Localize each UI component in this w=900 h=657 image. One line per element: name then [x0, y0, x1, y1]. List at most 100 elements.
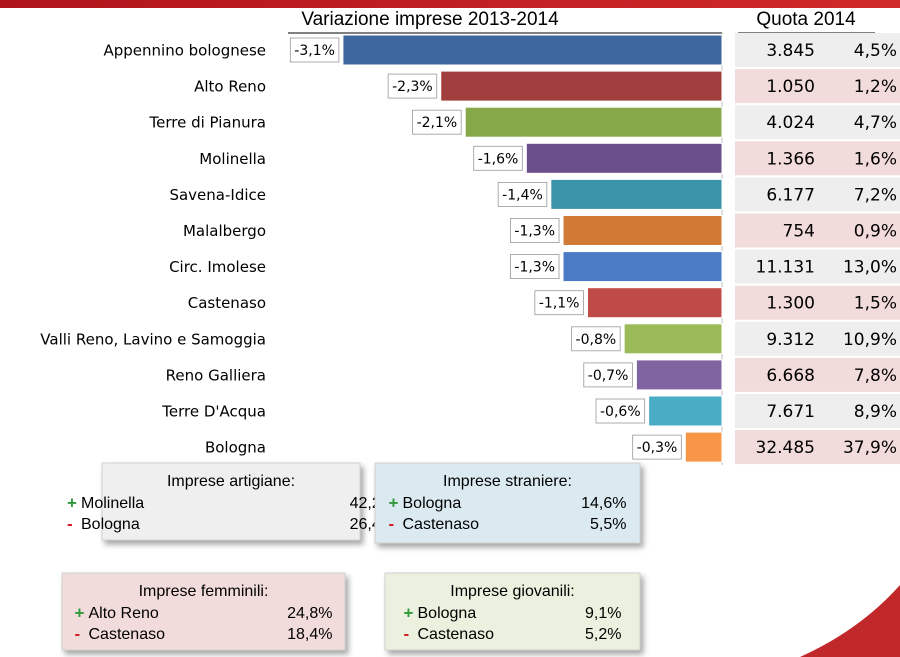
table-share: 0,9%: [854, 222, 897, 242]
info-box-sign: +: [404, 603, 414, 622]
value-label: -0,8%: [576, 332, 617, 348]
info-box-sign: -: [389, 514, 395, 533]
category-label: Malalbergo: [183, 222, 266, 240]
category-label: Alto Reno: [194, 78, 266, 96]
category-label: Savena-Idice: [169, 186, 266, 204]
info-box-name: Bologna: [81, 516, 140, 533]
value-label: -2,3%: [392, 79, 433, 95]
info-box-sign: +: [389, 493, 399, 512]
bar: [635, 359, 723, 391]
table-count: 7.671: [766, 402, 815, 422]
info-box-title: Imprese artigiane:: [167, 473, 295, 490]
table-count: 1.366: [766, 149, 815, 169]
info-box-bg: [101, 462, 361, 541]
table-count: 32.485: [756, 438, 815, 458]
info-box-value: 9,1%: [585, 605, 621, 622]
bar: [440, 70, 723, 102]
table-share: 7,8%: [854, 366, 897, 386]
info-box-sign: -: [67, 514, 73, 533]
value-label-box: [632, 434, 682, 460]
info-box-value: 5,2%: [585, 626, 621, 643]
table-count: 11.131: [756, 258, 815, 278]
info-box: Imprese giovanili: + Bologna 9,1% - Castenaso…: [384, 572, 641, 651]
table-row: [735, 357, 900, 392]
value-label-box: [510, 254, 560, 280]
info-box-name: Molinella: [81, 495, 144, 512]
info-box-name: Bologna: [418, 605, 477, 622]
category-label: Valli Reno, Lavino e Samoggia: [40, 330, 266, 348]
bar: [562, 215, 723, 246]
table-share: 1,6%: [854, 149, 897, 169]
value-label: -2,1%: [417, 115, 458, 131]
value-label: -3,1%: [294, 43, 335, 59]
category-label: Bologna: [205, 439, 266, 457]
info-box-title: Imprese femminili:: [139, 583, 269, 600]
info-box-name: Castenaso: [89, 626, 166, 643]
table-row: [735, 430, 900, 465]
category-label: Circ. Imolese: [169, 258, 266, 276]
value-label: -0,7%: [588, 368, 629, 384]
table-row: [735, 33, 900, 67]
table-row: [735, 69, 900, 104]
table-count: 3.845: [766, 41, 815, 61]
value-label: -0,6%: [600, 404, 641, 420]
info-box-sign: +: [67, 493, 77, 512]
info-box-name: Castenaso: [403, 516, 480, 533]
table-share: 10,9%: [843, 330, 897, 350]
table-count: 6.668: [766, 366, 815, 386]
table-share: 1,2%: [854, 77, 897, 97]
value-label: -1,4%: [502, 187, 543, 203]
table-row: [735, 394, 900, 428]
category-label: Molinella: [199, 150, 266, 168]
info-box: Imprese straniere: + Bologna 14,6% - Castenas…: [374, 462, 641, 544]
info-box-title: Imprese giovanili:: [450, 583, 575, 600]
value-label: -0,3%: [637, 440, 678, 456]
value-label-box: [497, 181, 548, 207]
info-box-sign: -: [404, 624, 410, 643]
bar: [550, 178, 723, 210]
bar: [623, 323, 723, 355]
value-label-box: [289, 37, 340, 63]
info-box-name: Bologna: [403, 495, 462, 512]
value-label: -1,3%: [514, 260, 555, 276]
corner-swoosh: [800, 585, 900, 657]
info-box-value: 14,6%: [581, 495, 626, 512]
table-row: [735, 321, 900, 356]
bar: [684, 431, 723, 463]
value-label: -1,6%: [478, 151, 519, 167]
info-box-name: Castenaso: [418, 626, 495, 643]
table-count: 1.050: [766, 77, 815, 97]
info-box-sign: +: [75, 603, 85, 622]
value-label-box: [583, 362, 633, 388]
info-box-name: Alto Reno: [89, 605, 159, 622]
info-box-value: 24,8%: [287, 605, 332, 622]
top-band: [0, 0, 900, 8]
table-share: 8,9%: [854, 402, 897, 422]
value-label: -1,1%: [539, 296, 580, 312]
info-box-sign: -: [75, 624, 81, 643]
table-share: 13,0%: [843, 258, 897, 278]
value-label: -1,3%: [514, 224, 555, 240]
value-label-box: [534, 290, 584, 316]
value-label-box: [510, 218, 560, 243]
info-box-value: 18,4%: [287, 626, 332, 643]
value-label-box: [595, 398, 646, 424]
table-row: [735, 249, 900, 284]
category-label: Appennino bolognese: [103, 42, 266, 60]
table-share: 37,9%: [843, 438, 897, 458]
bar: [464, 106, 723, 138]
info-box-bg: [374, 462, 641, 544]
table-share: 1,5%: [854, 294, 897, 314]
bar: [648, 395, 723, 427]
table-share: 4,7%: [854, 113, 897, 133]
table-share: 7,2%: [854, 185, 897, 205]
info-box: Imprese artigiane:+ Molinella 42,2%- Bologn…: [67, 462, 395, 541]
table-count: 4.024: [766, 113, 815, 133]
value-label-box: [473, 145, 523, 171]
value-label-box: [571, 326, 621, 352]
value-label-box: [387, 73, 438, 99]
bar: [525, 142, 723, 174]
table-row: [735, 141, 900, 176]
table-count: 754: [783, 222, 815, 242]
table-share: 4,5%: [854, 41, 897, 61]
